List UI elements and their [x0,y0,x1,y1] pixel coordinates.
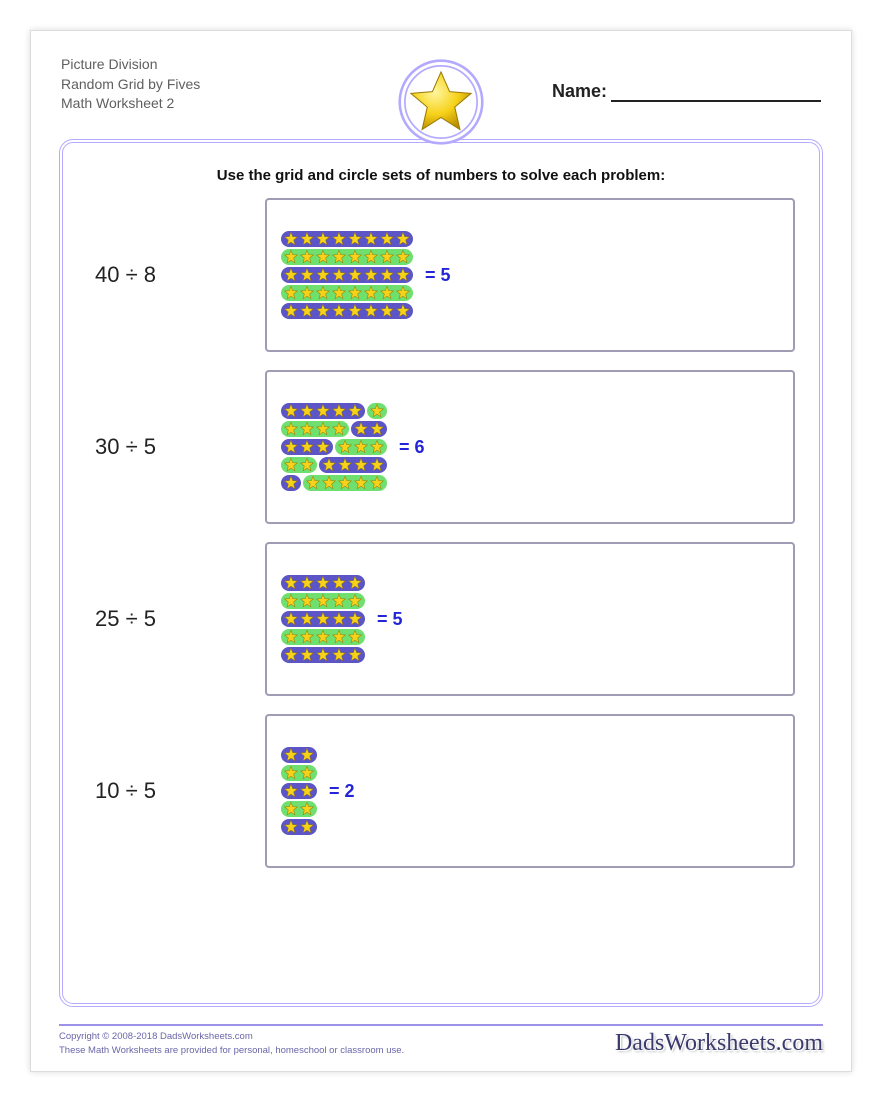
star-group-pill [281,439,333,455]
star-group-pill [351,421,387,437]
star-row [281,267,415,283]
disclaimer-text: These Math Worksheets are provided for p… [59,1044,404,1057]
star-row [281,439,389,455]
equation-text: 30 ÷ 5 [87,434,265,460]
star-grid-box: = 5 [265,198,795,352]
star-row [281,575,367,591]
name-field: Name: [552,81,821,102]
star-group-pill [281,765,317,781]
problem-row: 40 ÷ 8 [87,198,795,352]
header: Picture Division Random Grid by Fives Ma… [31,31,851,151]
star-rows [281,231,415,319]
star-row [281,593,367,609]
star-grid-box: = 6 [265,370,795,524]
star-group-pill [281,231,413,247]
footer-text: Copyright © 2008-2018 DadsWorksheets.com… [59,1030,404,1057]
result-text: = 2 [329,781,355,802]
star-group-pill [281,819,317,835]
equation-text: 40 ÷ 8 [87,262,265,288]
content-frame: Use the grid and circle sets of numbers … [59,139,823,1007]
star-rows [281,575,367,663]
star-group-pill [281,783,317,799]
star-group-pill [281,267,413,283]
star-group-pill [281,611,365,627]
star-group-pill [281,285,413,301]
worksheet-page: Picture Division Random Grid by Fives Ma… [30,30,852,1072]
footer-logo: DadsWorksheets.com [615,1030,823,1057]
star-group-pill [281,593,365,609]
star-group-pill [281,303,413,319]
star-group-pill [281,747,317,763]
star-row [281,457,389,473]
equation-text: 25 ÷ 5 [87,606,265,632]
equation-text: 10 ÷ 5 [87,778,265,804]
star-badge-icon [398,59,484,145]
star-group-pill [281,403,365,419]
name-label: Name: [552,81,607,101]
footer: Copyright © 2008-2018 DadsWorksheets.com… [59,1024,823,1057]
star-row [281,421,389,437]
star-group-pill [281,421,349,437]
star-row [281,475,389,491]
star-row [281,801,319,817]
star-row [281,249,415,265]
result-text: = 5 [377,609,403,630]
star-row [281,285,415,301]
star-group-pill [303,475,387,491]
star-row [281,611,367,627]
star-row [281,303,415,319]
star-row [281,747,319,763]
title-line-1: Picture Division [61,55,200,75]
star-group-pill [335,439,387,455]
star-row [281,231,415,247]
problem-row: 30 ÷ 5 = 6 [87,370,795,524]
title-block: Picture Division Random Grid by Fives Ma… [61,55,200,114]
star-row [281,819,319,835]
result-text: = 6 [399,437,425,458]
star-group-pill [319,457,387,473]
star-grid-box: = 5 [265,542,795,696]
star-group-pill [281,801,317,817]
problem-row: 10 ÷ 5 = 2 [87,714,795,868]
star-group-pill [367,403,387,419]
star-rows [281,403,389,491]
problem-row: 25 ÷ 5 = 5 [87,542,795,696]
star-group-pill [281,475,301,491]
title-line-2: Random Grid by Fives [61,75,200,95]
instructions-text: Use the grid and circle sets of numbers … [63,167,819,184]
star-group-pill [281,575,365,591]
star-row [281,629,367,645]
star-row [281,783,319,799]
star-group-pill [281,249,413,265]
star-row [281,403,389,419]
title-line-3: Math Worksheet 2 [61,94,200,114]
star-row [281,647,367,663]
star-grid-box: = 2 [265,714,795,868]
name-input-line[interactable] [611,100,821,102]
star-rows [281,747,319,835]
star-row [281,765,319,781]
star-group-pill [281,647,365,663]
star-group-pill [281,629,365,645]
result-text: = 5 [425,265,451,286]
copyright-text: Copyright © 2008-2018 DadsWorksheets.com [59,1030,404,1043]
star-group-pill [281,457,317,473]
problems-container: 40 ÷ 8 [63,198,819,868]
